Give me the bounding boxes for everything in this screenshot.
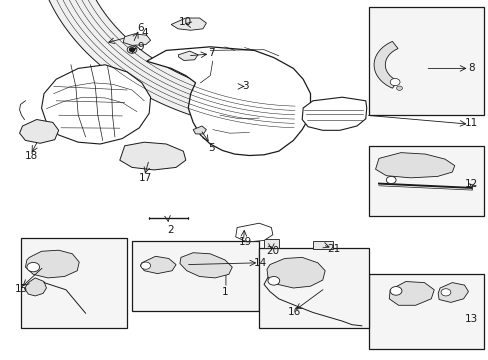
Polygon shape	[235, 223, 272, 242]
Text: 11: 11	[464, 118, 478, 128]
Bar	[368, 7, 483, 115]
Polygon shape	[46, 0, 295, 133]
Bar	[259, 248, 368, 328]
Bar	[312, 241, 332, 249]
Text: 16: 16	[287, 307, 301, 317]
Polygon shape	[302, 97, 366, 130]
Bar	[132, 241, 259, 311]
Bar	[368, 274, 483, 349]
Circle shape	[127, 46, 137, 53]
Text: 17: 17	[138, 173, 152, 183]
Polygon shape	[266, 257, 325, 288]
Circle shape	[129, 48, 134, 51]
Polygon shape	[123, 34, 150, 45]
Text: 19: 19	[238, 237, 252, 247]
Polygon shape	[373, 41, 397, 88]
Text: 7: 7	[207, 48, 214, 58]
Text: 4: 4	[142, 28, 148, 38]
Circle shape	[440, 289, 450, 296]
Text: 13: 13	[464, 314, 478, 324]
Text: 1: 1	[221, 287, 228, 297]
Polygon shape	[180, 253, 232, 278]
Text: 18: 18	[24, 150, 38, 161]
Text: 12: 12	[464, 179, 478, 189]
Polygon shape	[146, 47, 310, 156]
Circle shape	[389, 287, 401, 295]
Polygon shape	[171, 18, 206, 30]
Circle shape	[267, 276, 279, 285]
Polygon shape	[25, 250, 79, 278]
Circle shape	[27, 262, 40, 272]
Polygon shape	[20, 120, 59, 143]
Text: 9: 9	[137, 42, 143, 52]
Polygon shape	[375, 153, 454, 178]
Polygon shape	[437, 283, 468, 302]
Text: 5: 5	[207, 143, 214, 153]
Polygon shape	[24, 278, 46, 296]
Circle shape	[386, 176, 395, 184]
Circle shape	[396, 86, 402, 90]
Polygon shape	[120, 142, 185, 170]
Text: 15: 15	[15, 284, 28, 294]
Circle shape	[389, 78, 399, 86]
Text: 3: 3	[242, 81, 248, 91]
Polygon shape	[41, 65, 150, 144]
Bar	[264, 239, 278, 248]
Circle shape	[141, 262, 150, 269]
Text: 14: 14	[253, 258, 266, 268]
Polygon shape	[388, 282, 433, 305]
Text: 8: 8	[468, 63, 474, 73]
Text: 10: 10	[179, 17, 192, 27]
Polygon shape	[193, 126, 206, 134]
Text: 21: 21	[326, 244, 340, 254]
Bar	[368, 146, 483, 216]
Bar	[20, 238, 127, 328]
Polygon shape	[178, 51, 198, 60]
Polygon shape	[140, 256, 176, 274]
Text: 2: 2	[166, 225, 173, 235]
Text: 20: 20	[266, 246, 279, 256]
Text: 6: 6	[137, 23, 143, 33]
